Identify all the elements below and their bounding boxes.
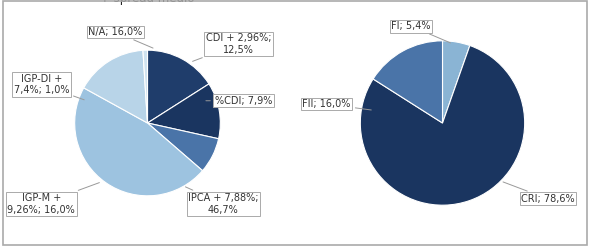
Text: IGP-DI +
7,4%; 1,0%: IGP-DI + 7,4%; 1,0% xyxy=(14,74,84,100)
Wedge shape xyxy=(373,41,442,123)
Text: IGP-M +
9,26%; 16,0%: IGP-M + 9,26%; 16,0% xyxy=(8,183,99,215)
Text: FII; 16,0%: FII; 16,0% xyxy=(303,99,371,110)
Wedge shape xyxy=(442,41,470,123)
Title: Composição da Carteira por Índice
+ spread médio: Composição da Carteira por Índice + spre… xyxy=(45,0,250,5)
Text: N/A; 16,0%: N/A; 16,0% xyxy=(88,27,153,48)
Wedge shape xyxy=(84,50,148,123)
Wedge shape xyxy=(75,88,202,196)
Wedge shape xyxy=(148,84,220,139)
Text: %CDI; 7,9%: %CDI; 7,9% xyxy=(206,96,272,106)
Text: FI; 5,4%: FI; 5,4% xyxy=(391,21,451,43)
Wedge shape xyxy=(360,46,525,205)
Wedge shape xyxy=(143,50,148,123)
Text: CDI + 2,96%;
12,5%: CDI + 2,96%; 12,5% xyxy=(192,33,271,61)
Text: CRI; 78,6%: CRI; 78,6% xyxy=(503,182,575,204)
Wedge shape xyxy=(148,50,209,123)
Text: IPCA + 7,88%;
46,7%: IPCA + 7,88%; 46,7% xyxy=(185,187,258,215)
Wedge shape xyxy=(148,123,219,171)
